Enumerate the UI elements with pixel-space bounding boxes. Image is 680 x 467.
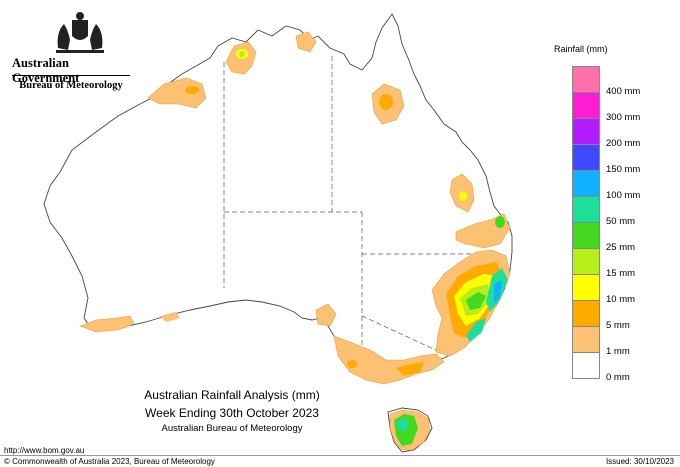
legend-swatch (572, 222, 600, 248)
legend-label: 100 mm (606, 190, 641, 201)
issued-date: Issued: 30/10/2023 (605, 457, 674, 466)
caption-period: Week Ending 30th October 2023 (145, 406, 319, 420)
legend-label: 1 mm (606, 346, 630, 357)
rain-area-kimberley (147, 77, 207, 109)
legend-title: Rainfall (mm) (554, 44, 608, 54)
legend-label: 15 mm (606, 268, 636, 279)
government-name: Australian Government (12, 56, 80, 85)
legend-swatch (572, 144, 600, 170)
legend-label: 0 mm (606, 372, 630, 383)
legend-label: 50 mm (606, 216, 636, 227)
map-caption: Australian Rainfall Analysis (mm) Week E… (132, 388, 332, 434)
legend-label: 300 mm (606, 112, 641, 123)
legend-swatch (572, 326, 600, 352)
rain-area-arnhem (295, 31, 317, 53)
rainfall-areas (79, 31, 511, 451)
legend-scale (572, 66, 600, 379)
caption-title: Australian Rainfall Analysis (mm) (144, 388, 320, 402)
legend-label: 150 mm (606, 164, 641, 175)
agency-name: Bureau of Meteorology (19, 80, 123, 91)
legend-swatch (572, 300, 600, 326)
legend-swatch (572, 118, 600, 144)
legend-swatch (572, 274, 600, 300)
footer-divider (0, 455, 680, 456)
legend-swatch (572, 170, 600, 196)
copyright-notice: © Commonwealth of Australia 2023, Bureau… (4, 457, 215, 466)
rain-area-sw-wa (79, 315, 135, 333)
legend-label: 5 mm (606, 320, 630, 331)
legend-swatch (572, 92, 600, 118)
legend-swatch (572, 352, 600, 379)
rain-area-sa-coast (315, 303, 337, 327)
legend-swatch (572, 248, 600, 274)
state-borders (223, 56, 486, 356)
coat-of-arms-icon (56, 12, 104, 53)
legend-swatch (572, 66, 600, 92)
legend-label: 400 mm (606, 86, 641, 97)
legend-label: 10 mm (606, 294, 636, 305)
legend-label: 25 mm (606, 242, 636, 253)
legend-label: 200 mm (606, 138, 641, 149)
legend-swatch (572, 196, 600, 222)
header-divider (12, 75, 130, 76)
website-url: http://www.bom.gov.au (4, 446, 85, 455)
caption-source: Australian Bureau of Meteorology (161, 423, 303, 434)
government-logo: Australian Government Bureau of Meteorol… (10, 6, 132, 96)
